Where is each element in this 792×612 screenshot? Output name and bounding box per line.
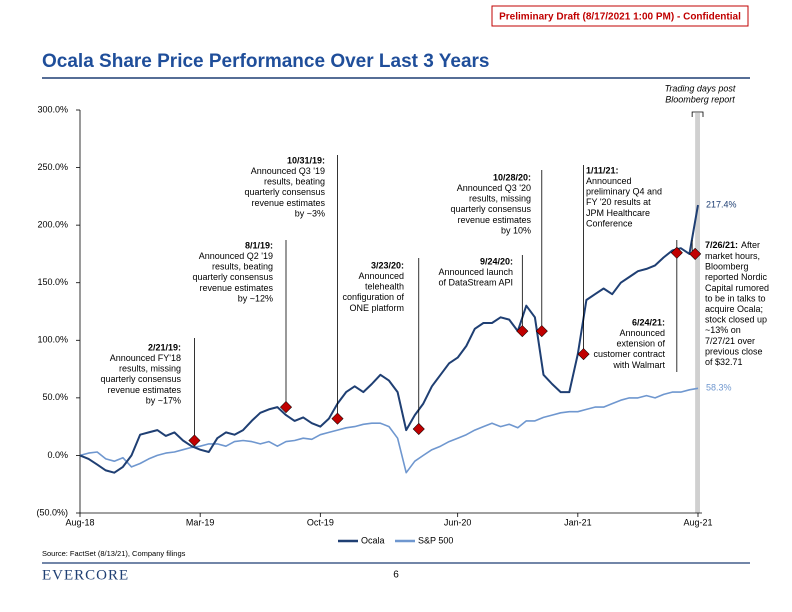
annotation-line: ONE platform bbox=[349, 303, 404, 313]
y-tick-label: 250.0% bbox=[37, 162, 68, 172]
annotation-line: reported Nordic bbox=[705, 272, 768, 282]
legend-label: S&P 500 bbox=[418, 535, 453, 545]
annotation-line: acquire Ocala; bbox=[705, 304, 763, 314]
annotation-line: customer contract bbox=[593, 349, 665, 359]
annotation-text: 7/26/21: After bbox=[705, 240, 760, 250]
annotation-line: Announced Q3 '20 bbox=[457, 183, 531, 193]
annotation-line: extension of bbox=[616, 339, 665, 349]
annotation-line: results, beating bbox=[264, 177, 325, 187]
annotation-line: revenue estimates bbox=[199, 283, 273, 293]
annotation-date: 2/21/19: bbox=[148, 342, 181, 352]
annotation-line: results, missing bbox=[119, 364, 181, 374]
x-tick-label: Aug-18 bbox=[65, 517, 94, 527]
annotation-line: FY '20 results at bbox=[586, 197, 651, 207]
annotation-line: quarterly consensus bbox=[192, 272, 273, 282]
annotation-date: 8/1/19: bbox=[245, 240, 273, 250]
x-tick-label: Aug-21 bbox=[683, 517, 712, 527]
annotation-line: revenue estimates bbox=[107, 385, 181, 395]
annotation-date: 1/11/21: bbox=[586, 165, 619, 175]
shade-label: Trading days post bbox=[665, 83, 736, 93]
annotation-date: 3/23/20: bbox=[371, 260, 404, 270]
annotation-line: Announced bbox=[619, 328, 665, 338]
shade-label: Bloomberg report bbox=[665, 94, 735, 104]
annotation-line: by 10% bbox=[501, 225, 531, 235]
annotation-line: of $32.71 bbox=[705, 357, 743, 367]
annotation-line: results, missing bbox=[469, 194, 531, 204]
annotation-line: to be in talks to bbox=[705, 293, 766, 303]
annotation-line: quarterly consensus bbox=[100, 374, 181, 384]
annotation-line: of DataStream API bbox=[438, 278, 513, 288]
annotation-line: by ~17% bbox=[146, 395, 181, 405]
y-tick-label: 0.0% bbox=[47, 450, 68, 460]
event-marker bbox=[689, 247, 702, 260]
legend-label: Ocala bbox=[361, 535, 385, 545]
series-line bbox=[79, 387, 699, 474]
annotation-line: Announced Q2 '19 bbox=[199, 251, 273, 261]
footer-logo: EVERCORE bbox=[42, 567, 129, 583]
event-marker bbox=[670, 246, 683, 259]
annotation-line: revenue estimates bbox=[251, 198, 325, 208]
annotation-line: ~13% on bbox=[705, 325, 741, 335]
annotation-line: quarterly consensus bbox=[244, 187, 325, 197]
draft-label: Preliminary Draft (8/17/2021 1:00 PM) - … bbox=[499, 12, 741, 23]
annotation-line: 7/27/21 over bbox=[705, 336, 755, 346]
annotation-line: telehealth bbox=[365, 282, 404, 292]
shade-bracket bbox=[691, 111, 704, 117]
event-marker bbox=[331, 412, 344, 425]
source-note: Source: FactSet (8/13/21), Company filin… bbox=[42, 549, 186, 558]
x-tick-label: Jan-21 bbox=[564, 517, 592, 527]
page-number: 6 bbox=[393, 570, 399, 581]
annotation-date: 10/31/19: bbox=[287, 155, 325, 165]
y-tick-label: (50.0%) bbox=[36, 507, 68, 517]
annotation-line: After bbox=[741, 240, 760, 250]
annotation-line: with Walmart bbox=[612, 360, 665, 370]
annotation-line: Announced Q3 '19 bbox=[251, 166, 325, 176]
x-tick-label: Oct-19 bbox=[307, 517, 334, 527]
y-tick-label: 50.0% bbox=[42, 392, 68, 402]
draft-box bbox=[491, 5, 749, 27]
event-marker bbox=[412, 422, 425, 435]
x-tick-label: Mar-19 bbox=[186, 517, 215, 527]
annotation-line: market hours, bbox=[705, 251, 760, 261]
annotation-line: Announced bbox=[586, 176, 632, 186]
annotation-line: JPM Healthcare bbox=[586, 208, 650, 218]
annotation-line: stock closed up bbox=[705, 315, 767, 325]
y-tick-label: 100.0% bbox=[37, 335, 68, 345]
y-tick-label: 200.0% bbox=[37, 220, 68, 230]
annotation-line: configuration of bbox=[342, 292, 404, 302]
annotation-date: 9/24/20: bbox=[480, 256, 513, 266]
annotation-line: preliminary Q4 and bbox=[586, 187, 662, 197]
annotation-date: 7/26/21: bbox=[705, 240, 738, 250]
annotation-date: 10/28/20: bbox=[493, 172, 531, 182]
annotation-line: Announced launch bbox=[438, 267, 513, 277]
event-marker bbox=[535, 325, 548, 338]
annotation-line: Capital rumored bbox=[705, 283, 769, 293]
annotation-line: Announced bbox=[358, 271, 404, 281]
y-tick-label: 150.0% bbox=[37, 277, 68, 287]
end-label: 58.3% bbox=[706, 383, 732, 393]
annotation-line: results, beating bbox=[212, 262, 273, 272]
end-label: 217.4% bbox=[706, 199, 737, 209]
annotation-line: Announced FY'18 bbox=[110, 353, 181, 363]
chart-title: Ocala Share Price Performance Over Last … bbox=[42, 51, 489, 72]
event-marker bbox=[279, 401, 293, 414]
y-tick-label: 300.0% bbox=[37, 104, 68, 114]
annotation-line: previous close bbox=[705, 346, 763, 356]
annotation-line: quarterly consensus bbox=[450, 204, 531, 214]
event-marker bbox=[516, 325, 529, 338]
series-line bbox=[79, 204, 699, 474]
annotation-line: by ~12% bbox=[238, 293, 273, 303]
x-tick-label: Jun-20 bbox=[444, 517, 472, 527]
event-marker bbox=[577, 348, 590, 361]
shade-band bbox=[695, 113, 700, 513]
annotation-line: Conference bbox=[586, 218, 633, 228]
annotation-line: Bloomberg bbox=[705, 262, 749, 272]
event-marker bbox=[188, 434, 201, 447]
annotation-line: by ~3% bbox=[295, 208, 325, 218]
annotation-line: revenue estimates bbox=[457, 215, 531, 225]
annotation-date: 6/24/21: bbox=[632, 317, 665, 327]
